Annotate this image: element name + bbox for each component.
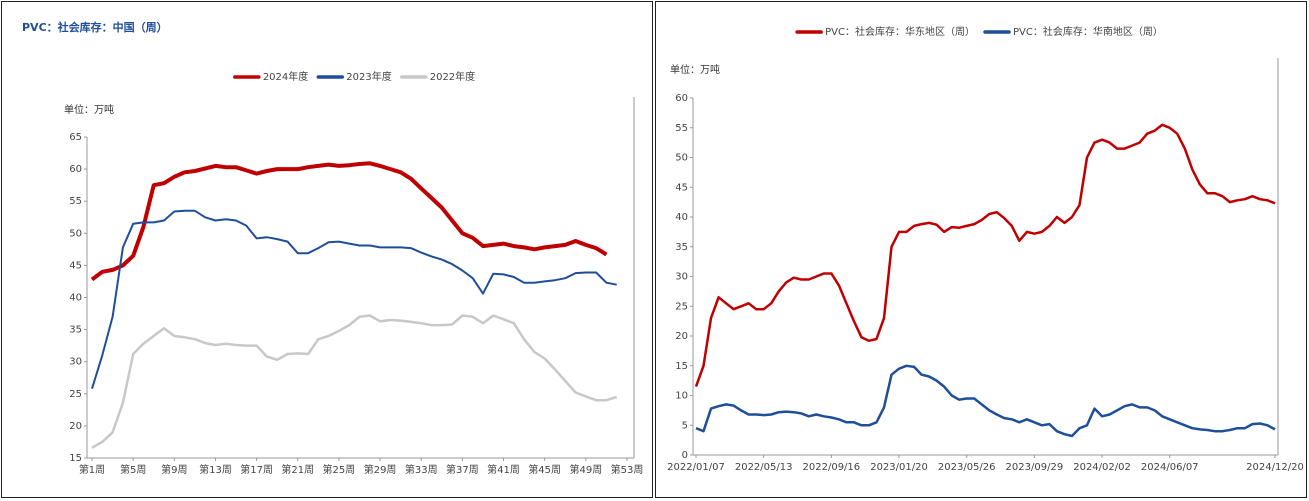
y-tick-label: 60	[69, 164, 82, 175]
y-tick-label: 5	[682, 420, 688, 431]
series-line	[91, 209, 617, 389]
y-tick-label: 0	[682, 450, 688, 461]
y-tick-label: 10	[675, 391, 688, 402]
series-line	[90, 161, 608, 282]
y-tick-label: 25	[675, 301, 688, 312]
x-tick-label: 第9周	[161, 463, 187, 476]
series-line	[91, 314, 618, 449]
legend-label: 2023年度	[346, 70, 391, 83]
chart-title: PVC：社会库存：中国（周）	[22, 20, 168, 34]
y-tick-label: 45	[675, 182, 688, 193]
unit-label: 单位：万吨	[64, 103, 114, 116]
x-tick-label: 第13周	[199, 463, 232, 476]
x-tick-label: 第1周	[79, 463, 105, 476]
x-tick-label: 第17周	[240, 463, 273, 476]
y-tick-label: 35	[69, 325, 82, 336]
y-tick-label: 15	[675, 361, 688, 372]
y-tick-label: 25	[69, 389, 82, 400]
y-tick-label: 60	[675, 93, 688, 104]
x-tick-label: 第33周	[405, 463, 438, 476]
x-tick-label: 2022/09/16	[803, 462, 861, 473]
x-tick-label: 第37周	[446, 463, 479, 476]
unit-label: 单位：万吨	[670, 63, 720, 76]
y-tick-label: 55	[69, 196, 82, 207]
y-tick-label: 20	[675, 331, 688, 342]
x-tick-label: 2024/06/07	[1141, 462, 1199, 473]
x-tick-label: 2023/01/20	[870, 462, 928, 473]
x-tick-label: 第5周	[120, 463, 146, 476]
x-tick-label: 第53周	[611, 463, 644, 476]
legend-label: PVC：社会库存：华东地区（周）	[825, 25, 975, 38]
y-tick-label: 30	[69, 357, 82, 368]
x-tick-label: 第41周	[487, 463, 520, 476]
panel-border	[655, 1, 1307, 498]
x-tick-label: 2023/05/26	[938, 462, 996, 473]
x-tick-label: 2023/09/29	[1006, 462, 1064, 473]
x-tick-label: 第21周	[281, 463, 314, 476]
x-tick-label: 2024/12/20	[1246, 462, 1304, 473]
x-tick-label: 2024/02/02	[1073, 462, 1131, 473]
y-tick-label: 15	[69, 453, 82, 464]
y-tick-label: 40	[675, 212, 688, 223]
y-tick-label: 65	[69, 132, 82, 143]
y-tick-label: 40	[69, 293, 82, 304]
y-tick-label: 45	[69, 260, 82, 271]
x-tick-label: 第29周	[364, 463, 397, 476]
x-tick-label: 第25周	[323, 463, 356, 476]
x-tick-label: 第49周	[569, 463, 602, 476]
x-tick-label: 2022/01/07	[667, 462, 725, 473]
y-tick-label: 35	[675, 242, 688, 253]
y-tick-label: 50	[675, 153, 688, 164]
y-tick-label: 30	[675, 272, 688, 283]
series-line	[694, 123, 1276, 388]
x-tick-label: 2022/05/13	[735, 462, 793, 473]
x-tick-label: 第45周	[528, 463, 561, 476]
legend-label: 2022年度	[430, 70, 475, 83]
y-tick-label: 55	[675, 123, 688, 134]
y-tick-label: 50	[69, 228, 82, 239]
legend-label: 2024年度	[263, 70, 308, 83]
series-line	[695, 364, 1276, 438]
y-tick-label: 20	[69, 421, 82, 432]
panel-border	[1, 1, 653, 498]
legend-label: PVC：社会库存：华南地区（周）	[1013, 25, 1163, 38]
